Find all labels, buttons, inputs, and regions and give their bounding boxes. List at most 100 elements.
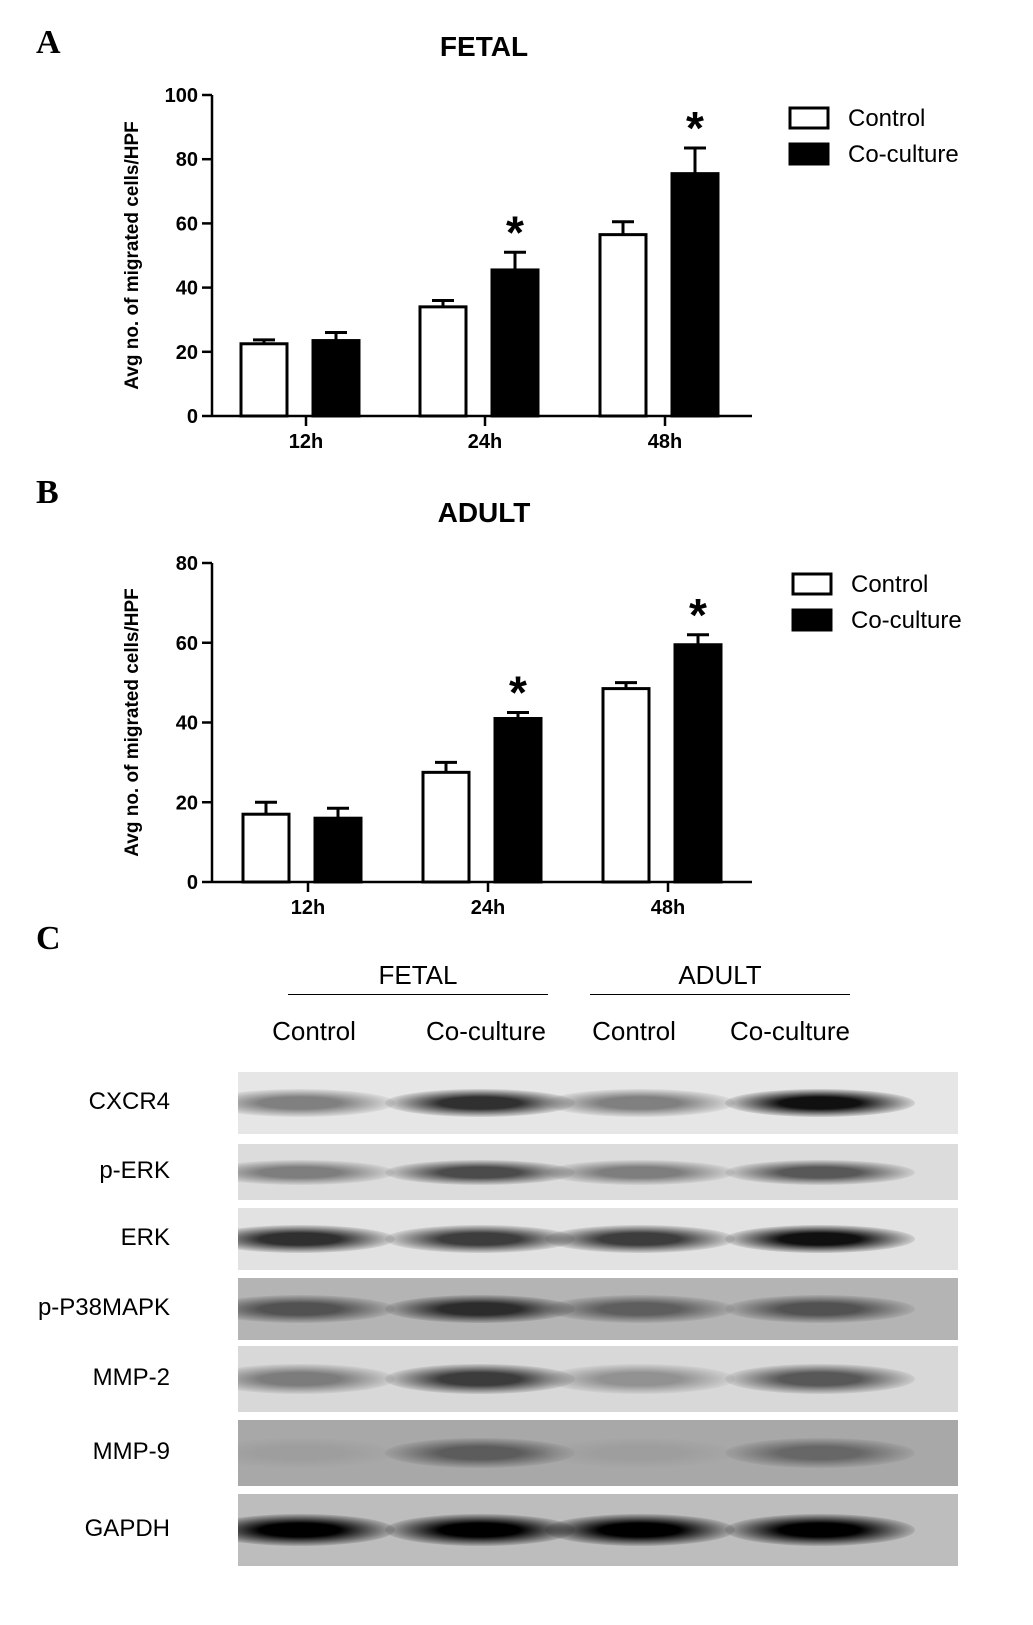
blot-band	[238, 1159, 395, 1185]
y-tick-label: 20	[176, 342, 198, 364]
y-tick-label: 40	[176, 713, 198, 735]
significance-marker: *	[506, 206, 524, 258]
bar	[490, 268, 540, 418]
blot-strip	[238, 1278, 958, 1340]
blot-band	[385, 1225, 575, 1253]
blot-band	[545, 1089, 735, 1117]
blot-row-label: MMP-2	[92, 1364, 170, 1391]
blot-lane-label: Co-culture	[426, 1016, 546, 1046]
y-axis-label: Avg no. of migrated cells/HPF	[122, 121, 143, 390]
x-tick-label: 48h	[651, 897, 685, 919]
blot-row-label: MMP-9	[92, 1438, 170, 1465]
bar	[670, 172, 720, 418]
bar	[601, 687, 651, 884]
panel-letter-c: C	[36, 920, 61, 957]
significance-marker: *	[509, 667, 527, 719]
bar	[311, 339, 361, 418]
y-tick-label: 0	[187, 406, 198, 428]
legend-swatch	[788, 106, 830, 130]
y-tick-label: 100	[165, 85, 198, 107]
significance-marker: *	[689, 589, 707, 641]
blot-strip	[238, 1144, 958, 1200]
blot-lane-label: Control	[592, 1016, 676, 1046]
blot-band	[238, 1295, 395, 1323]
blot-band	[545, 1364, 735, 1394]
blot-band	[545, 1295, 735, 1323]
y-tick-label: 80	[176, 149, 198, 171]
blot-strip	[238, 1494, 958, 1566]
blot-band	[385, 1295, 575, 1323]
blot-band	[545, 1438, 735, 1468]
blot-band	[725, 1364, 915, 1394]
x-tick-label: 48h	[648, 431, 682, 453]
blot-band	[238, 1225, 395, 1253]
significance-marker: *	[686, 102, 704, 154]
blot-group-label: ADULT	[678, 960, 762, 990]
bar	[239, 342, 289, 418]
y-tick-label: 60	[176, 213, 198, 235]
blot-strip	[238, 1072, 958, 1134]
bar	[241, 812, 291, 884]
adult-migration-chart: ADULT Avg no. of migrated cells/HPF 0 20 40 6…	[122, 497, 962, 919]
chart-title: ADULT	[438, 497, 531, 528]
legend-label: Control	[851, 571, 928, 598]
blot-row-label: ERK	[120, 1224, 170, 1251]
blot-band	[545, 1225, 735, 1253]
legend-label: Control	[848, 105, 925, 132]
blot-strip	[238, 1208, 958, 1270]
blot-band	[238, 1089, 395, 1117]
legend-swatch	[791, 572, 833, 596]
blot-row-label: p-P38MAPK	[37, 1294, 170, 1321]
bar	[313, 816, 363, 884]
y-tick-label: 60	[176, 633, 198, 655]
blot-row-label: GAPDH	[84, 1515, 170, 1542]
legend-label: Co-culture	[851, 607, 962, 634]
bar	[418, 305, 468, 418]
legend-swatch	[791, 608, 833, 632]
blot-band	[725, 1159, 915, 1185]
blot-group-line	[288, 994, 548, 995]
y-tick-label: 80	[176, 553, 198, 575]
blot-band	[725, 1438, 915, 1468]
blot-row-label: p-ERK	[99, 1157, 170, 1184]
bar	[598, 233, 648, 418]
blot-band	[238, 1364, 395, 1394]
fetal-migration-chart: FETAL Avg no. of migrated cells/HPF 0 20 40 6…	[122, 31, 959, 453]
blot-lane-label: Control	[272, 1016, 356, 1046]
chart-title: FETAL	[440, 31, 528, 62]
bar	[493, 717, 543, 884]
blot-band	[385, 1438, 575, 1468]
blot-strip	[238, 1420, 958, 1486]
blot-band	[725, 1225, 915, 1253]
blot-lane-label: Co-culture	[730, 1016, 850, 1046]
blot-band	[545, 1159, 735, 1185]
blot-group-label: FETAL	[378, 960, 458, 990]
blot-group-line	[590, 994, 850, 995]
blot-band	[385, 1159, 575, 1185]
blot-band	[238, 1438, 395, 1468]
legend-label: Co-culture	[848, 141, 959, 168]
blot-band	[385, 1364, 575, 1394]
panel-letter-b: B	[36, 474, 59, 511]
x-tick-label: 12h	[289, 431, 323, 453]
x-tick-label: 24h	[468, 431, 502, 453]
y-axis-label: Avg no. of migrated cells/HPF	[122, 588, 143, 857]
panel-letter-a: A	[36, 24, 61, 61]
legend-swatch	[788, 142, 830, 166]
y-tick-label: 40	[176, 278, 198, 300]
blot-strip	[238, 1346, 958, 1412]
blot-band	[385, 1089, 575, 1117]
bar	[421, 770, 471, 884]
y-tick-label: 0	[187, 872, 198, 894]
blot-band	[545, 1514, 735, 1546]
blot-band	[725, 1295, 915, 1323]
x-tick-label: 12h	[291, 897, 325, 919]
bar	[673, 643, 723, 884]
blot-band	[385, 1514, 575, 1546]
x-tick-label: 24h	[471, 897, 505, 919]
blot-band	[238, 1514, 395, 1546]
blot-row-label: CXCR4	[88, 1088, 170, 1115]
y-tick-label: 20	[176, 792, 198, 814]
blot-band	[725, 1514, 915, 1546]
blot-band	[725, 1089, 915, 1117]
